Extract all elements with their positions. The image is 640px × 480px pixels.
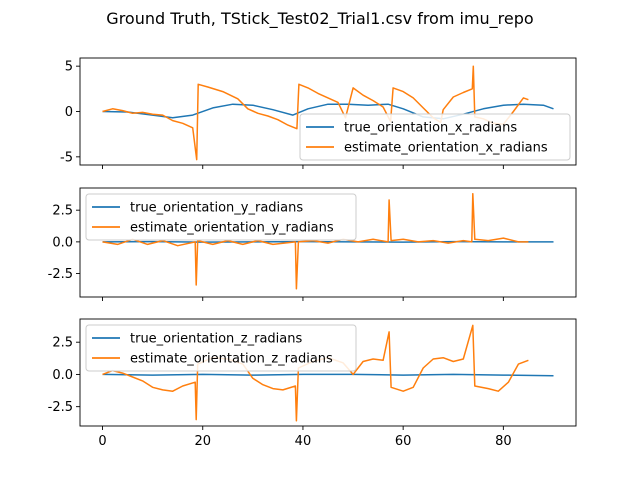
legend-box [85, 324, 357, 372]
legend: true_orientation_y_radians estimate_orien… [85, 193, 357, 241]
legend-box [85, 193, 357, 241]
y-tick-label: 5 [65, 60, 73, 75]
y-tick-label: 0.0 [52, 235, 73, 250]
x-tick-label: 0 [98, 434, 106, 449]
figure-title: Ground Truth, TStick_Test02_Trial1.csv f… [106, 9, 533, 29]
y-tick-label: 0 [65, 105, 73, 120]
series-line-true [102, 240, 554, 243]
x-tick-label: 40 [295, 434, 312, 449]
y-tick-label: -2.5 [48, 267, 73, 282]
x-tick-label: 60 [395, 434, 412, 449]
legend: true_orientation_x_radians estimate_orien… [299, 113, 571, 161]
legend: true_orientation_z_radians estimate_orien… [85, 324, 357, 372]
legend-label: true_orientation_x_radians [344, 121, 517, 136]
y-tick-label: 0.0 [52, 368, 73, 383]
axes-frame [79, 318, 577, 427]
subplots-group: -5 0 5 true_orientation_x_radians estimate_o… [48, 57, 577, 449]
legend-label: true_orientation_y_radians [130, 201, 303, 216]
legend-label: true_orientation_z_radians [130, 332, 302, 347]
series-line-estimate [102, 65, 529, 161]
x-tick-label: 80 [495, 434, 512, 449]
series-line-true [102, 103, 554, 120]
subplot-2: -2.5 0.0 2.5 true_orientation_y_radiansesti… [48, 187, 577, 301]
legend-label: estimate_orientation_z_radians [130, 352, 333, 367]
x-tick-label: 20 [194, 434, 211, 449]
axes-frame [79, 187, 577, 298]
series-line-true [102, 373, 554, 377]
legend-label: estimate_orientation_x_radians [344, 141, 548, 156]
subplot-1: -5 0 5 true_orientation_x_radians estimate_o… [60, 57, 577, 169]
legend-box [299, 113, 571, 161]
y-tick-label: 2.5 [52, 204, 73, 219]
legend-label: estimate_orientation_y_radians [130, 221, 334, 236]
y-tick-label: -2.5 [48, 400, 73, 415]
y-tick-label: -5 [60, 150, 73, 165]
series-line-estimate [102, 192, 529, 290]
subplot-3: -2.5 0.0 2.5 0 20 40 60 80 true_orientation_z_ra… [48, 318, 577, 449]
y-tick-label: 2.5 [52, 336, 73, 351]
